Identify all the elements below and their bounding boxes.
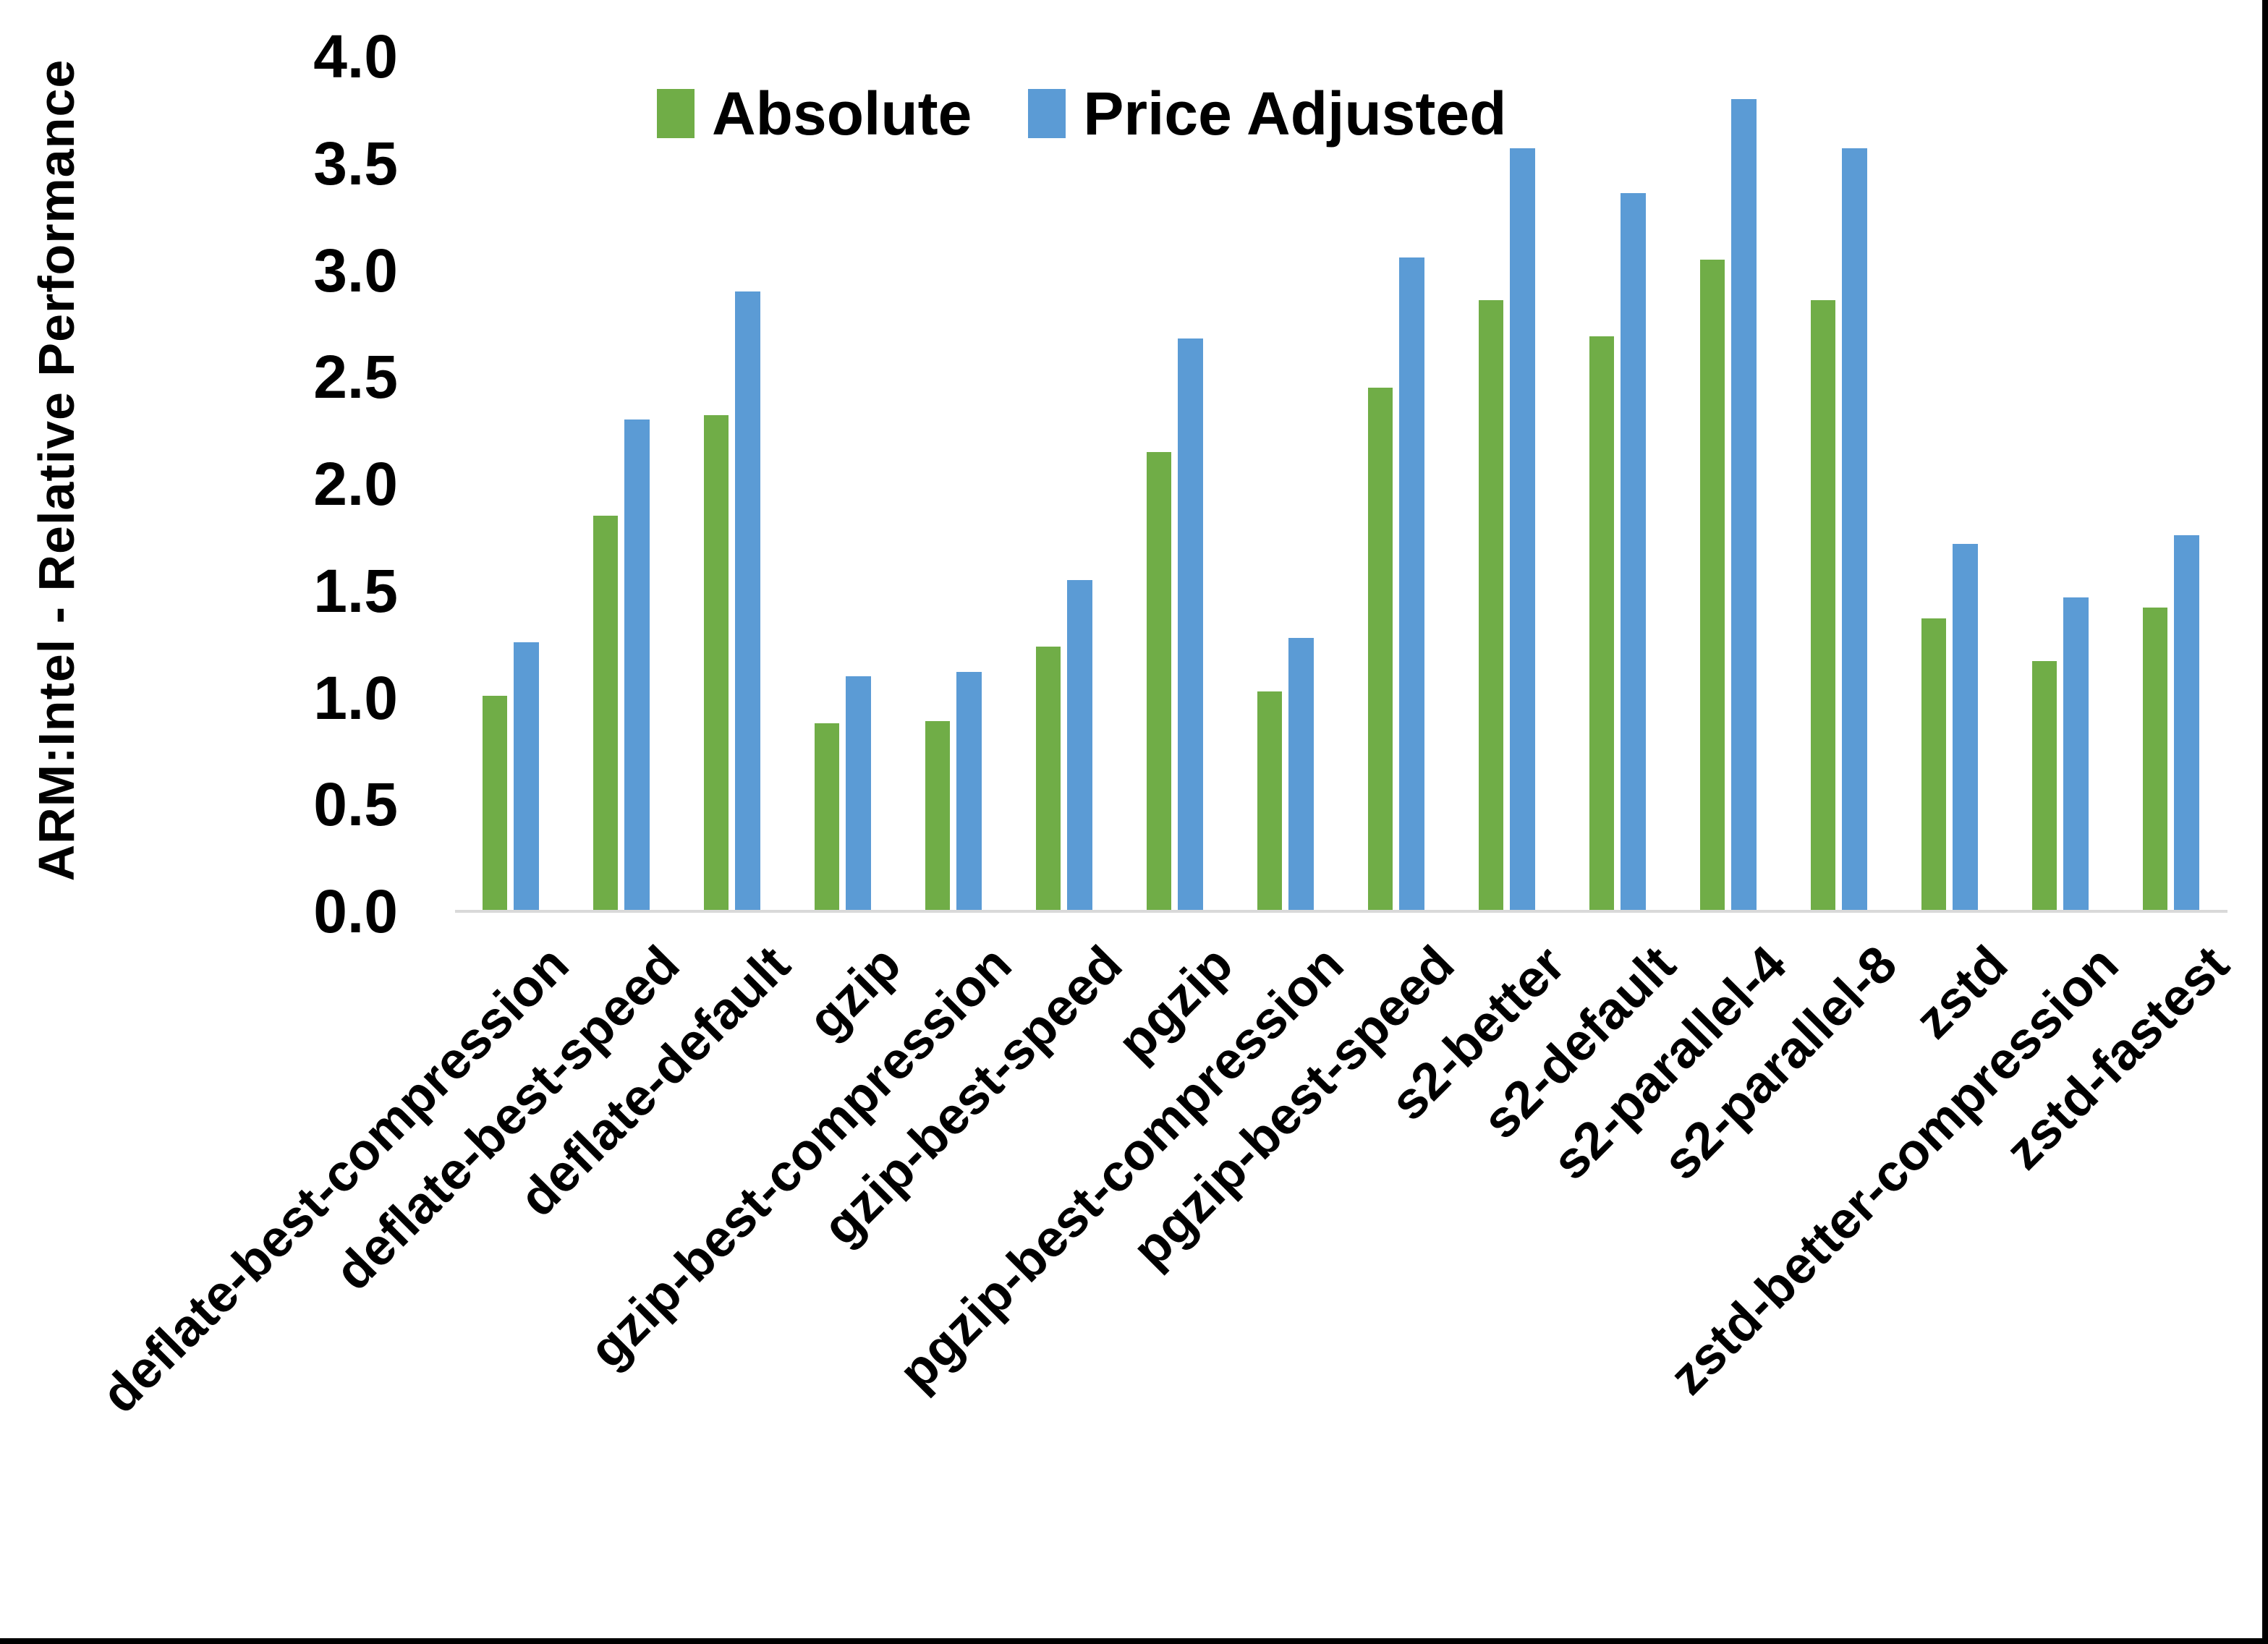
- bar-absolute-pgzip-best-speed: [1368, 388, 1393, 911]
- bar-price-adjusted-pgzip-best-compression: [1288, 637, 1314, 911]
- bar-absolute-gzip-best-compression: [925, 721, 950, 911]
- y-tick-3.5: 3.5: [313, 129, 398, 197]
- bar-absolute-zstd-better-compression: [2032, 661, 2057, 911]
- bar-absolute-pgzip-best-compression: [1257, 691, 1282, 911]
- bar-absolute-zstd-fastest: [2143, 608, 2167, 911]
- legend-item-price-adjusted: Price Adjusted: [1028, 81, 1506, 146]
- y-axis-title: ARM:Intel - Relative Performance: [28, 59, 85, 882]
- bar-absolute-gzip: [815, 723, 839, 911]
- bar-absolute-gzip-best-speed: [1036, 646, 1061, 911]
- legend-item-absolute: Absolute: [657, 81, 972, 146]
- bottom-border-bar: [0, 1638, 2268, 1644]
- y-tick-2.5: 2.5: [313, 343, 398, 412]
- bar-price-adjusted-zstd-fastest: [2174, 534, 2199, 911]
- bar-price-adjusted-s2-parallel-8: [1842, 148, 1867, 911]
- bar-absolute-s2-parallel-8: [1811, 299, 1835, 911]
- legend-swatch-price-adjusted: [1028, 89, 1066, 138]
- bar-price-adjusted-pgzip: [1178, 338, 1203, 911]
- y-tick-3.0: 3.0: [313, 236, 398, 304]
- legend-label-absolute: Absolute: [712, 80, 972, 148]
- y-tick-2.0: 2.0: [313, 450, 398, 518]
- bar-price-adjusted-s2-default: [1621, 193, 1646, 911]
- bar-price-adjusted-deflate-default: [735, 291, 760, 911]
- legend: Absolute Price Adjusted: [657, 81, 1506, 146]
- bar-price-adjusted-s2-parallel-4: [1731, 99, 1757, 911]
- right-border-bar: [2262, 0, 2268, 1644]
- bar-absolute-s2-better: [1479, 299, 1503, 911]
- legend-label-price-adjusted: Price Adjusted: [1083, 80, 1507, 148]
- bar-price-adjusted-gzip-best-compression: [956, 672, 982, 911]
- bar-price-adjusted-gzip-best-speed: [1067, 579, 1092, 911]
- y-tick-1.5: 1.5: [313, 556, 398, 625]
- y-tick-0.0: 0.0: [313, 877, 398, 945]
- bar-absolute-s2-parallel-4: [1700, 259, 1725, 911]
- bar-absolute-s2-default: [1589, 336, 1614, 911]
- bar-price-adjusted-gzip: [846, 676, 871, 911]
- bar-price-adjusted-zstd: [1953, 543, 1978, 911]
- bar-absolute-deflate-best-speed: [593, 516, 618, 911]
- bar-price-adjusted-s2-better: [1510, 148, 1535, 911]
- bar-absolute-zstd: [1921, 618, 1946, 911]
- bar-price-adjusted-zstd-better-compression: [2063, 597, 2089, 911]
- y-tick-4.0: 4.0: [313, 22, 398, 90]
- bar-absolute-deflate-default: [704, 415, 729, 911]
- bar-price-adjusted-pgzip-best-speed: [1399, 257, 1424, 911]
- bar-absolute-pgzip: [1147, 451, 1171, 911]
- y-tick-1.0: 1.0: [313, 663, 398, 732]
- y-tick-0.5: 0.5: [313, 770, 398, 839]
- legend-swatch-absolute: [657, 89, 695, 138]
- bar-price-adjusted-deflate-best-speed: [624, 419, 650, 911]
- bar-price-adjusted-deflate-best-compression: [514, 642, 539, 911]
- bar-absolute-deflate-best-compression: [483, 695, 507, 911]
- x-axis-line: [455, 910, 2227, 913]
